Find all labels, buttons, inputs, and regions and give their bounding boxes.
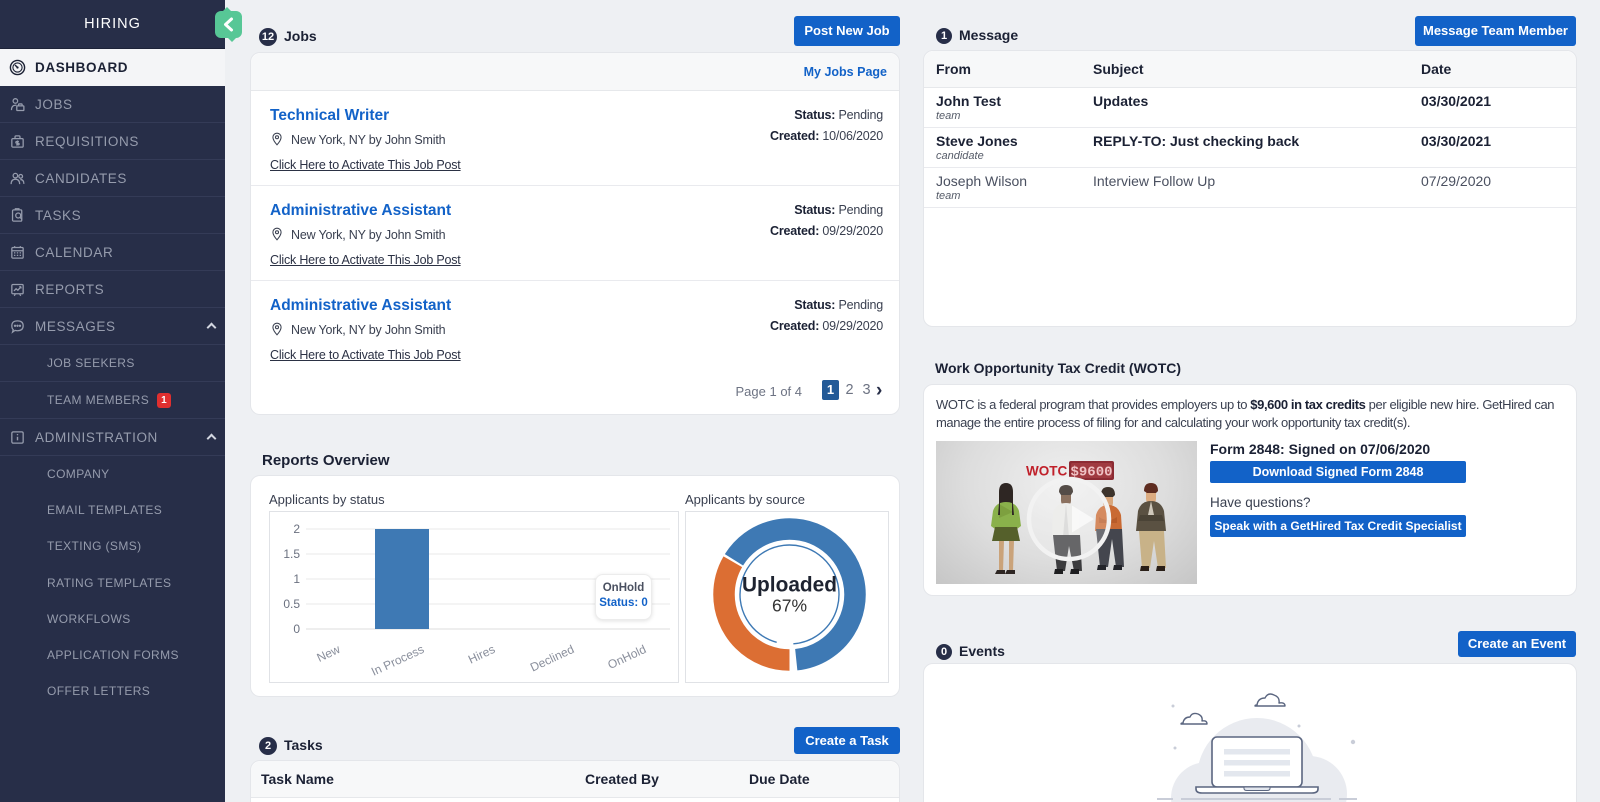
svg-text:Uploaded: Uploaded [742,574,837,597]
svg-text:WOTC: WOTC [1026,464,1067,479]
svg-text:2: 2 [293,522,300,536]
svg-text:0.5: 0.5 [283,597,300,611]
svg-text:In Process: In Process [369,642,426,679]
svg-text:0: 0 [293,622,300,636]
svg-text:Declined: Declined [528,642,576,674]
svg-text:1.5: 1.5 [283,547,300,561]
svg-text:67%: 67% [772,596,807,616]
svg-text:OnHold: OnHold [605,642,648,672]
svg-text:1: 1 [293,572,300,586]
svg-text:New: New [315,642,343,665]
svg-text:Hires: Hires [466,642,497,667]
svg-text:$9600: $9600 [1070,465,1112,481]
